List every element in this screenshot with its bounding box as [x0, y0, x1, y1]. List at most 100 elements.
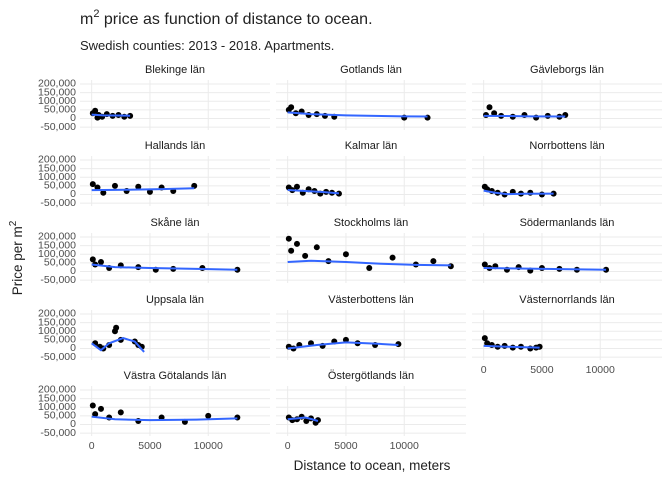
point	[97, 258, 104, 265]
point	[481, 335, 488, 342]
y-title-sup: 2	[8, 220, 19, 226]
y-tick-label: -50,000	[40, 427, 76, 439]
x-tick-label: 0	[481, 364, 487, 376]
y-tick-label: 150,000	[38, 316, 76, 328]
point	[288, 104, 295, 111]
y-tick-label: 200,000	[38, 308, 76, 320]
y-tick-label: 0	[70, 342, 76, 354]
point	[111, 182, 118, 189]
point	[97, 405, 104, 412]
smooth-line	[483, 267, 607, 271]
y-tick-label: 200,000	[38, 384, 76, 396]
facet-strip: Gävleborgs län	[530, 64, 604, 76]
point	[342, 336, 349, 343]
point	[293, 183, 300, 190]
point	[89, 256, 96, 263]
facet-strip: Västernorrlands län	[519, 294, 614, 306]
y-tick-label: 200,000	[38, 231, 76, 243]
y-tick-label: 50,000	[44, 410, 76, 422]
y-tick-label: 150,000	[38, 86, 76, 98]
facet-strip: Östergötlands län	[328, 370, 414, 382]
y-tick-label: 200,000	[38, 154, 76, 166]
y-tick-label: 100,000	[38, 248, 76, 260]
y-title-base: Price per m	[10, 226, 25, 295]
facet-strip: Norrbottens län	[529, 140, 604, 152]
facet-strip: Skåne län	[151, 217, 200, 229]
point	[366, 265, 373, 271]
point	[100, 189, 107, 196]
y-tick-label: 50,000	[44, 257, 76, 269]
point	[92, 107, 99, 114]
y-tick-label: 50,000	[44, 334, 76, 346]
point	[302, 252, 309, 259]
point	[92, 411, 99, 418]
title-base: m	[80, 11, 93, 28]
x-tick-label: 5000	[138, 440, 162, 452]
y-tick-label: 100,000	[38, 171, 76, 183]
x-tick-label: 10000	[586, 364, 615, 376]
smooth-line	[91, 187, 195, 192]
facet-strip: Gotlands län	[340, 64, 402, 76]
point	[113, 324, 120, 331]
point	[89, 402, 96, 409]
y-tick-label: 100,000	[38, 401, 76, 413]
title-rest: price as function of distance to ocean.	[99, 11, 372, 28]
smooth-line	[91, 415, 238, 422]
x-tick-label: 0	[285, 440, 291, 452]
x-tick-label: 10000	[390, 440, 419, 452]
smooth-line	[483, 114, 566, 118]
point	[342, 251, 349, 258]
point	[135, 183, 142, 190]
y-tick-label: 0	[70, 188, 76, 200]
facet-strip: Uppsala län	[146, 294, 204, 306]
chart-title: m2 price as function of distance to ocea…	[80, 8, 373, 28]
point	[303, 418, 310, 424]
smooth-line	[91, 113, 131, 117]
y-axis-title: Price per m2	[8, 220, 25, 295]
smooth-line	[287, 341, 399, 350]
y-tick-label: 50,000	[44, 180, 76, 192]
smooth-line	[287, 111, 428, 118]
x-tick-label: 0	[89, 440, 95, 452]
title-sup: 2	[93, 8, 99, 20]
x-tick-label: 5000	[334, 440, 358, 452]
smooth-line	[91, 263, 238, 271]
point	[481, 261, 488, 268]
point	[127, 112, 134, 119]
facet-strip: Västerbottens län	[328, 294, 414, 306]
y-tick-label: 150,000	[38, 392, 76, 404]
point	[117, 409, 124, 416]
point	[288, 247, 295, 254]
smooth-line	[483, 189, 554, 196]
point	[335, 190, 342, 197]
point	[484, 340, 491, 347]
smooth-line	[287, 259, 451, 267]
facet-strip: Stockholms län	[334, 217, 409, 229]
chart-subtitle: Swedish counties: 2013 - 2018. Apartment…	[80, 38, 334, 53]
y-tick-label: -50,000	[40, 274, 76, 286]
point	[486, 104, 493, 111]
y-tick-label: -50,000	[40, 121, 76, 133]
facet-strip: Södermanlands län	[520, 217, 615, 229]
point	[424, 114, 431, 121]
facet-strip: Blekinge län	[145, 64, 205, 76]
y-tick-label: 100,000	[38, 325, 76, 337]
point	[205, 412, 212, 419]
y-tick-label: 150,000	[38, 162, 76, 174]
y-tick-label: -50,000	[40, 351, 76, 363]
smooth-line	[287, 188, 340, 195]
y-tick-label: 50,000	[44, 104, 76, 116]
point	[389, 254, 396, 261]
x-tick-label: 5000	[530, 364, 554, 376]
y-tick-label: 0	[70, 418, 76, 430]
point	[491, 110, 498, 117]
point	[293, 240, 300, 247]
facet-strip: Västra Götalands län	[124, 370, 227, 382]
smooth-line	[91, 337, 145, 353]
y-tick-label: 0	[70, 112, 76, 124]
y-tick-label: 200,000	[38, 78, 76, 90]
point	[285, 235, 292, 242]
facet-strip: Kalmar län	[345, 140, 398, 152]
